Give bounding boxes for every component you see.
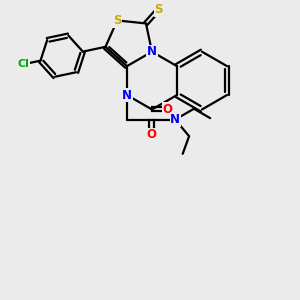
Text: O: O: [146, 128, 157, 141]
Text: O: O: [163, 103, 173, 116]
Text: S: S: [113, 14, 122, 27]
Text: N: N: [122, 88, 132, 101]
Text: S: S: [154, 3, 163, 16]
Text: Cl: Cl: [18, 59, 29, 69]
Text: N: N: [170, 113, 180, 126]
Text: N: N: [147, 45, 157, 58]
